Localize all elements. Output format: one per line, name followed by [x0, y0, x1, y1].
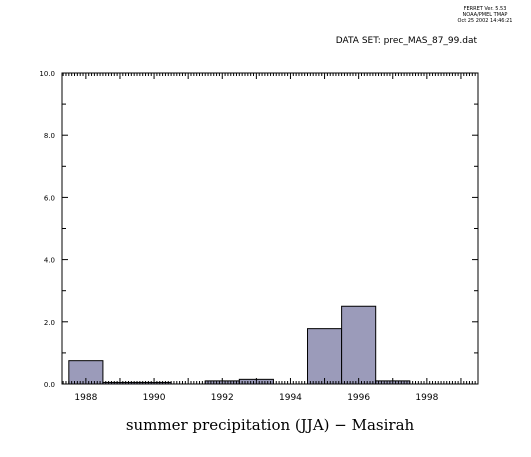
tick-labels-group: 1988 1990 1992 1994 1996 1998 0.0 2.0 4.0 6.0 8.0 1… [39, 70, 438, 403]
y-tick-label: 4.0 [44, 257, 55, 265]
x-tick-label: 1990 [143, 393, 166, 403]
y-tick-label: 8.0 [44, 132, 55, 140]
x-tick-label: 1998 [415, 393, 438, 403]
bar-1996 [341, 305, 377, 385]
x-tick-label: 1988 [74, 393, 97, 403]
x-tick-label: 1996 [347, 393, 370, 403]
ferret-lab-line: NOAA/PMEL TMAP [463, 12, 508, 18]
x-axis-label: summer precipitation (JJA) − Masirah [126, 416, 415, 434]
y-tick-label: 10.0 [39, 70, 55, 78]
ferret-date-line: Oct 25 2002 14:46:21 [458, 18, 513, 24]
x-tick-label: 1994 [279, 393, 302, 403]
dataset-label: DATA SET: prec_MAS_87_99.dat [336, 36, 478, 46]
x-tick-label: 1992 [211, 393, 234, 403]
plot-frame [61, 72, 479, 385]
ferret-version-line: FERRET Ver. 5.53 [464, 6, 507, 12]
y-tick-label: 2.0 [44, 319, 55, 327]
y-tick-label: 6.0 [44, 194, 55, 202]
bars-group [68, 305, 411, 385]
y-tick-label: 0.0 [44, 381, 55, 389]
axis-ticks-group [62, 72, 479, 385]
bar-1995 [307, 328, 343, 385]
